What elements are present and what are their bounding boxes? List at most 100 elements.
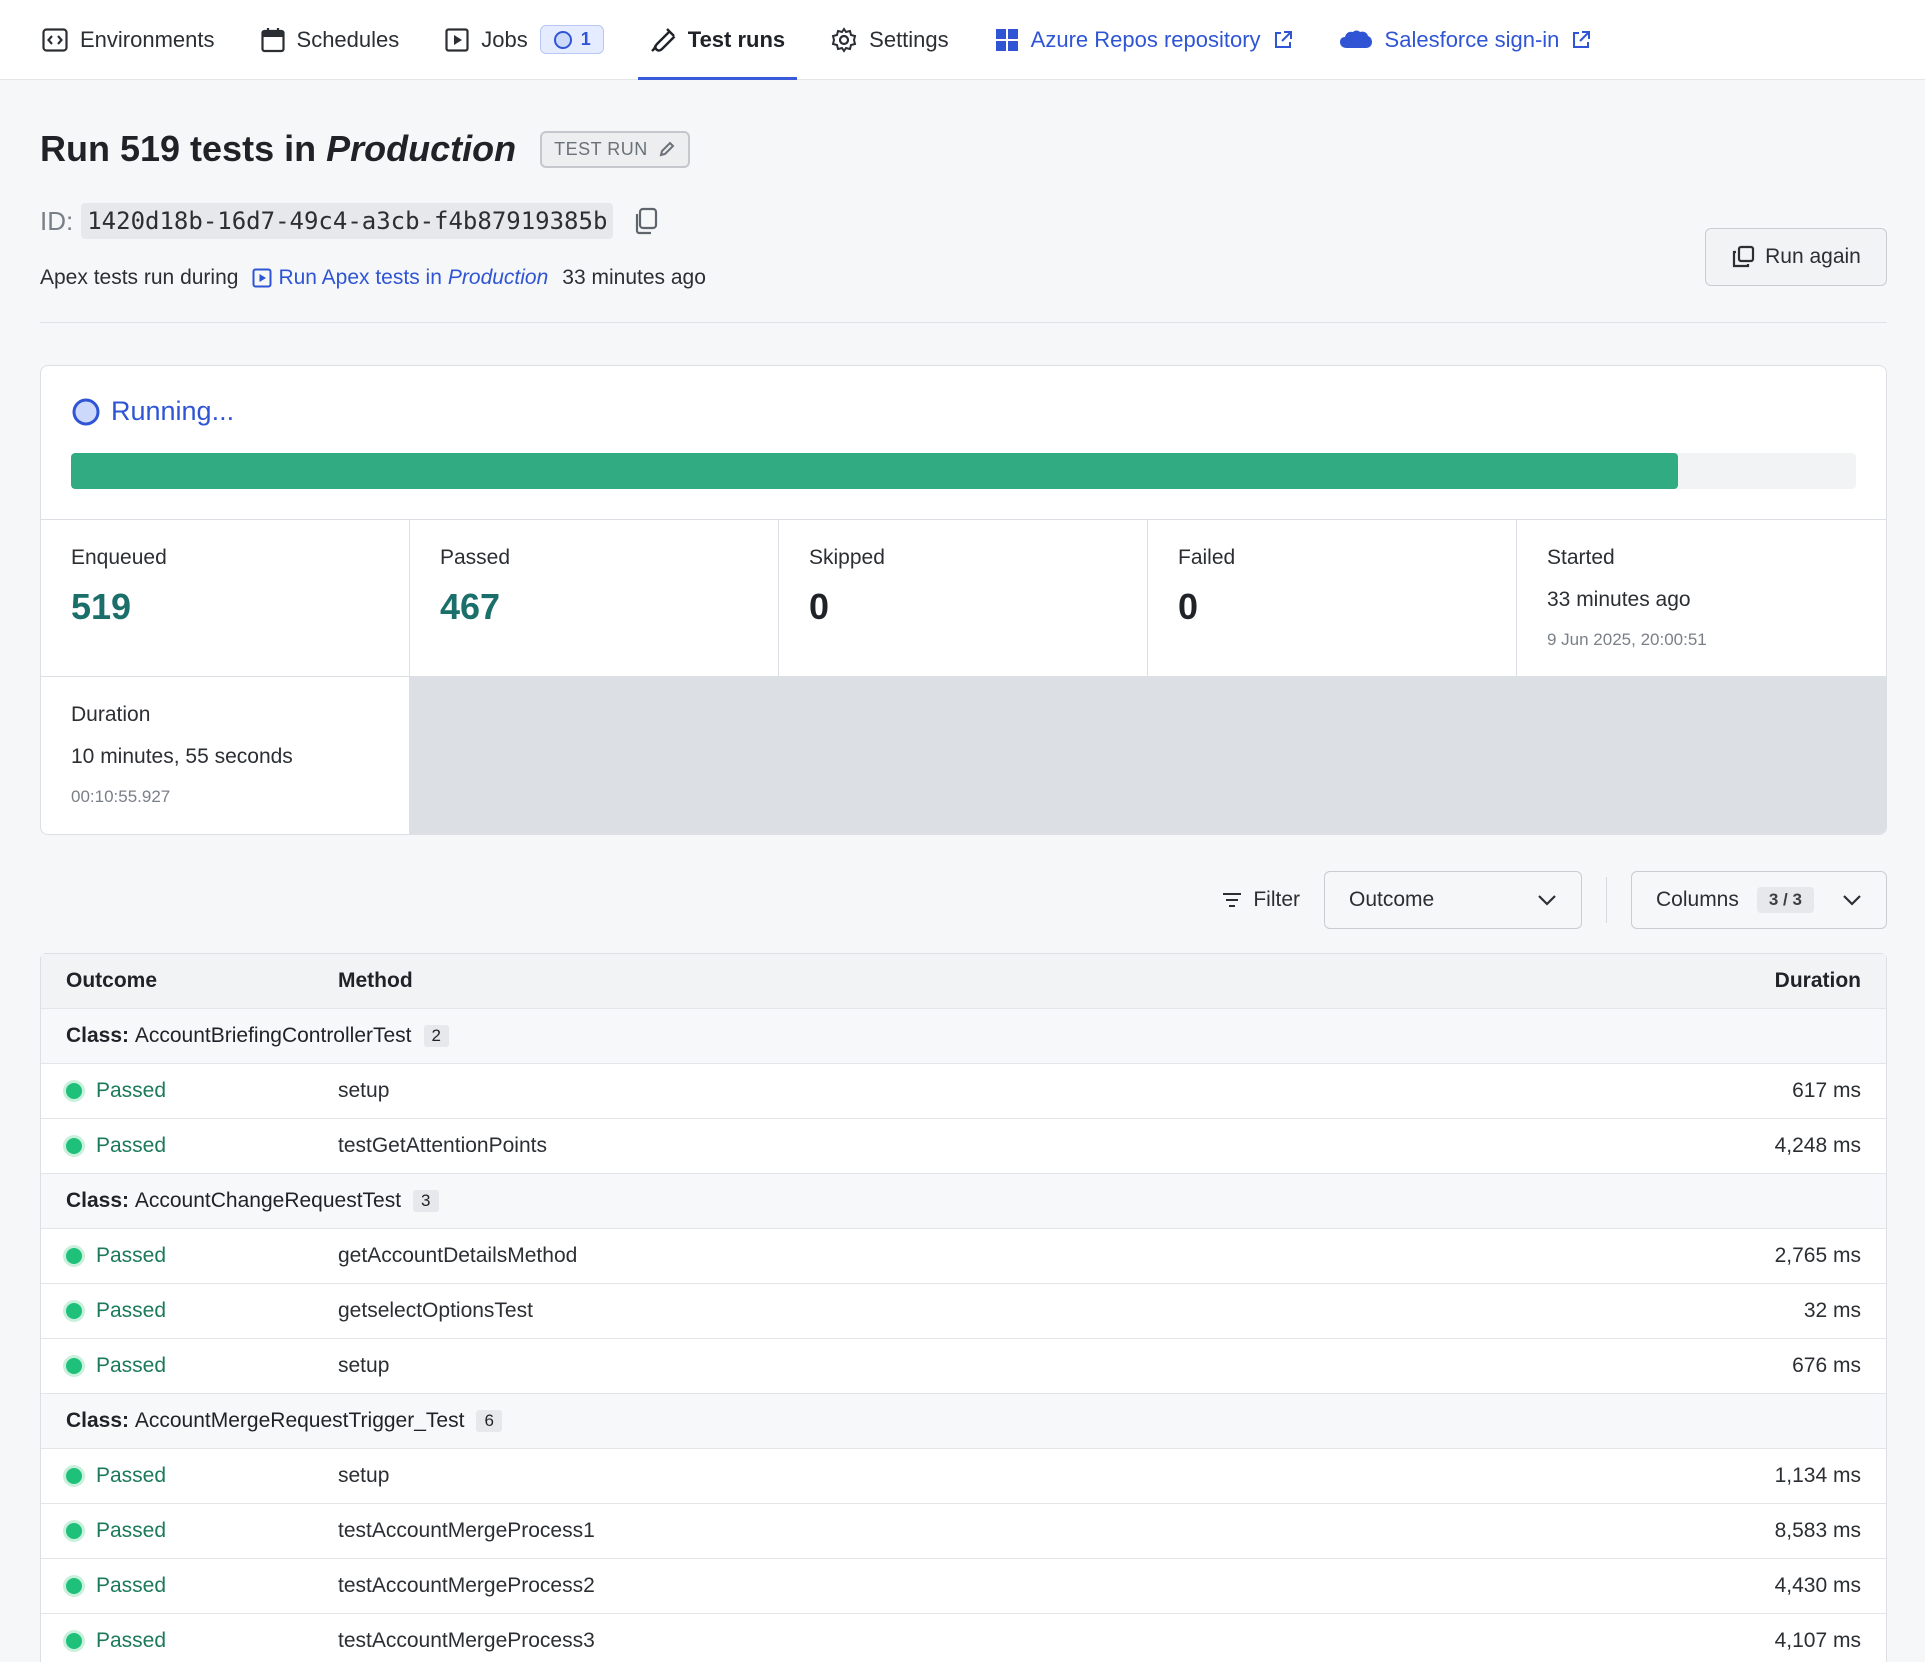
external-link-icon — [1273, 30, 1293, 50]
azure-repos-label: Azure Repos repository — [1030, 26, 1261, 52]
main-content: Run 519 tests in Production TEST RUN ID:… — [0, 116, 1925, 1662]
nav-test-runs[interactable]: Test runs — [637, 0, 798, 80]
table-row[interactable]: Passed setup 617 ms — [41, 1064, 1886, 1119]
progress-bar — [71, 453, 1856, 489]
duration-value: 676 ms — [1792, 1354, 1861, 1377]
table-row[interactable]: Passed setup 676 ms — [41, 1339, 1886, 1394]
salesforce-cloud-icon — [1339, 28, 1373, 52]
duration-value: 1,134 ms — [1774, 1464, 1861, 1487]
table-row[interactable]: Passed testAccountMergeProcess2 4,430 ms — [41, 1559, 1886, 1614]
job-link-prefix: Run Apex tests in — [278, 266, 442, 289]
table-row[interactable]: Passed testAccountMergeProcess1 8,583 ms — [41, 1504, 1886, 1559]
duration-row: Duration 10 minutes, 55 seconds 00:10:55… — [41, 677, 1886, 834]
duration-value: 32 ms — [1803, 1299, 1861, 1322]
class-test-count: 6 — [476, 1410, 502, 1432]
header-outcome[interactable]: Outcome — [66, 969, 158, 992]
salesforce-signin-label: Salesforce sign-in — [1384, 26, 1560, 52]
copy-icon[interactable] — [633, 207, 659, 235]
nav-settings[interactable]: Settings — [819, 0, 961, 79]
stat-enqueued: Enqueued 519 — [41, 520, 410, 677]
run-id: 1420d18b-16d7-49c4-a3cb-f4b87919385b — [81, 203, 614, 239]
method-name: setup — [338, 1464, 390, 1487]
class-prefix: Class: — [66, 1189, 130, 1212]
class-name: AccountBriefingControllerTest — [134, 1024, 412, 1047]
table-row[interactable]: Passed setup 1,134 ms — [41, 1449, 1886, 1504]
stat-failed: Failed 0 — [1148, 520, 1517, 677]
stat-duration-label: Duration — [71, 703, 151, 726]
passed-status-dot — [66, 1303, 82, 1319]
duration-value: 4,430 ms — [1774, 1574, 1861, 1597]
chevron-down-icon — [1842, 894, 1862, 906]
nav-environments-label: Environments — [80, 26, 215, 52]
outcome-text: Passed — [96, 1629, 167, 1652]
method-name: setup — [338, 1079, 390, 1102]
jobs-count: 1 — [580, 29, 591, 49]
class-group-row[interactable]: Class: AccountChangeRequestTest 3 — [41, 1174, 1886, 1229]
table-row[interactable]: Passed getAccountDetailsMethod 2,765 ms — [41, 1229, 1886, 1284]
nav-schedules-label: Schedules — [296, 26, 400, 52]
class-test-count: 2 — [423, 1025, 449, 1047]
header-divider — [40, 322, 1887, 323]
outcome-text: Passed — [96, 1079, 167, 1102]
passed-status-dot — [66, 1083, 82, 1099]
copy-run-icon — [1731, 245, 1755, 269]
passed-status-dot — [66, 1358, 82, 1374]
stat-duration-text: 10 minutes, 55 seconds — [71, 745, 293, 768]
class-test-count: 3 — [413, 1190, 439, 1212]
columns-count: 3 / 3 — [1756, 887, 1814, 913]
method-name: testAccountMergeProcess2 — [338, 1574, 595, 1597]
class-name: AccountMergeRequestTrigger_Test — [134, 1409, 465, 1432]
header-duration[interactable]: Duration — [1774, 969, 1861, 992]
progress-fill — [71, 453, 1678, 489]
azure-repos-icon — [995, 28, 1019, 52]
id-label: ID: — [40, 205, 74, 236]
stat-started-relative: 33 minutes ago — [1547, 588, 1691, 611]
passed-status-dot — [66, 1633, 82, 1649]
description-prefix: Apex tests run during — [40, 266, 239, 289]
nav-schedules[interactable]: Schedules — [249, 0, 412, 79]
spinner-icon — [71, 397, 101, 427]
outcome-text: Passed — [96, 1354, 167, 1377]
test-tube-icon — [650, 27, 676, 53]
top-navigation: Environments Schedules Jobs 1 Test runs … — [0, 0, 1925, 80]
stat-started-exact: 9 Jun 2025, 20:00:51 — [1547, 630, 1707, 649]
duration-value: 2,765 ms — [1774, 1244, 1861, 1267]
outcome-text: Passed — [96, 1519, 167, 1542]
table-header-row: Outcome Method Duration — [41, 954, 1886, 1009]
method-name: getselectOptionsTest — [338, 1299, 533, 1322]
table-row[interactable]: Passed testAccountMergeProcess3 4,107 ms — [41, 1614, 1886, 1662]
outcome-text: Passed — [96, 1574, 167, 1597]
method-name: testAccountMergeProcess1 — [338, 1519, 595, 1542]
stat-passed: Passed 467 — [410, 520, 779, 677]
stat-started-label: Started — [1547, 546, 1615, 569]
passed-status-dot — [66, 1138, 82, 1154]
filter-label: Filter — [1221, 888, 1300, 912]
table-row[interactable]: Passed getselectOptionsTest 32 ms — [41, 1284, 1886, 1339]
play-square-icon — [445, 27, 469, 52]
class-name: AccountChangeRequestTest — [134, 1189, 402, 1212]
running-label: Running... — [111, 396, 235, 426]
header-method[interactable]: Method — [338, 969, 413, 992]
class-group-row[interactable]: Class: AccountMergeRequestTrigger_Test 6 — [41, 1394, 1886, 1449]
run-again-button[interactable]: Run again — [1705, 228, 1887, 286]
class-group-row[interactable]: Class: AccountBriefingControllerTest 2 — [41, 1009, 1886, 1064]
class-prefix: Class: — [66, 1024, 130, 1047]
test-run-badge[interactable]: TEST RUN — [540, 130, 690, 168]
nav-jobs[interactable]: Jobs 1 — [433, 0, 616, 79]
run-status-card: Running... Enqueued 519 Passed 467 Skipp… — [40, 365, 1887, 835]
method-name: setup — [338, 1354, 390, 1377]
table-row[interactable]: Passed testGetAttentionPoints 4,248 ms — [41, 1119, 1886, 1174]
job-link[interactable]: Run Apex tests in Production — [252, 266, 548, 290]
page-title-prefix: Run 519 tests in — [40, 128, 317, 169]
description-time: 33 minutes ago — [562, 266, 706, 289]
salesforce-signin-link[interactable]: Salesforce sign-in — [1327, 0, 1604, 79]
filter-bar: Filter Outcome Columns 3 / 3 — [40, 871, 1887, 929]
columns-select[interactable]: Columns 3 / 3 — [1631, 871, 1887, 929]
nav-environments[interactable]: Environments — [30, 0, 227, 79]
outcome-select[interactable]: Outcome — [1324, 871, 1582, 929]
azure-repos-link[interactable]: Azure Repos repository — [983, 0, 1305, 79]
stat-duration-exact: 00:10:55.927 — [71, 787, 171, 806]
stat-started: Started 33 minutes ago 9 Jun 2025, 20:00… — [1517, 520, 1886, 677]
method-name: testAccountMergeProcess3 — [338, 1629, 595, 1652]
duration-value: 8,583 ms — [1774, 1519, 1861, 1542]
